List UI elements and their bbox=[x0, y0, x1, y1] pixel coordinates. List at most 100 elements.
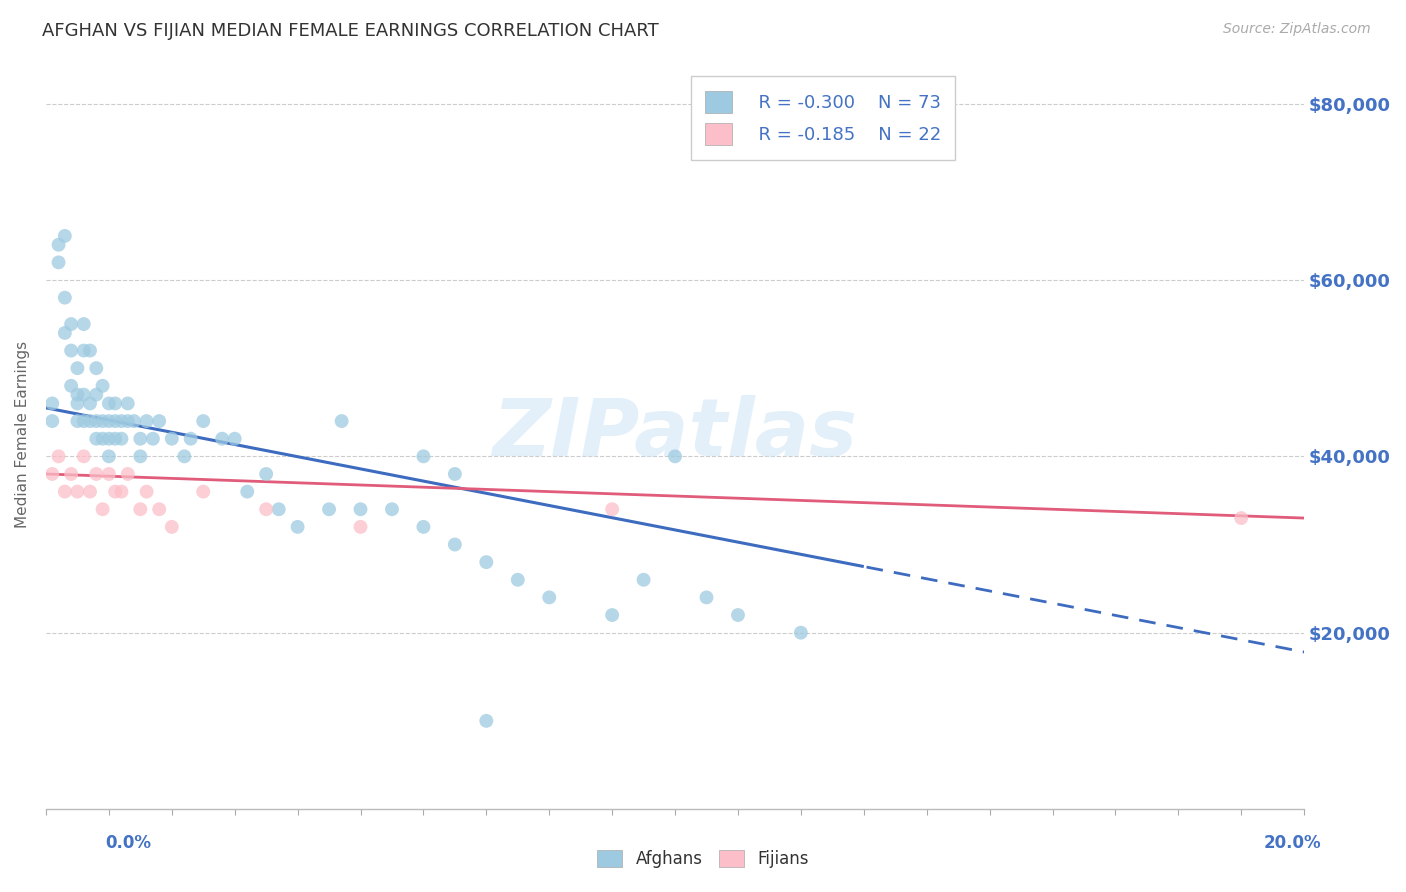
Point bbox=[727, 608, 749, 623]
Point bbox=[117, 396, 139, 410]
Point bbox=[193, 414, 215, 428]
Point bbox=[664, 450, 686, 464]
Point bbox=[97, 450, 120, 464]
Point bbox=[117, 414, 139, 428]
Point bbox=[91, 414, 114, 428]
Y-axis label: Median Female Earnings: Median Female Earnings bbox=[15, 341, 30, 528]
Point bbox=[135, 414, 157, 428]
Point bbox=[254, 502, 277, 516]
Point bbox=[142, 432, 165, 446]
Point bbox=[129, 450, 152, 464]
Point bbox=[73, 317, 96, 331]
Point bbox=[73, 414, 96, 428]
Text: ZIPatlas: ZIPatlas bbox=[492, 395, 858, 474]
Point bbox=[110, 414, 132, 428]
Point bbox=[84, 387, 107, 401]
Point bbox=[97, 432, 120, 446]
Point bbox=[160, 432, 183, 446]
Point bbox=[73, 387, 96, 401]
Point bbox=[104, 396, 127, 410]
Point bbox=[73, 450, 96, 464]
Point bbox=[48, 237, 70, 252]
Point bbox=[148, 414, 170, 428]
Point bbox=[104, 432, 127, 446]
Point bbox=[600, 502, 623, 516]
Point bbox=[84, 414, 107, 428]
Point bbox=[129, 432, 152, 446]
Point bbox=[695, 591, 717, 605]
Point bbox=[790, 625, 813, 640]
Point bbox=[53, 484, 76, 499]
Point bbox=[73, 343, 96, 358]
Point bbox=[60, 379, 83, 393]
Point bbox=[41, 396, 63, 410]
Point bbox=[110, 432, 132, 446]
Point bbox=[538, 591, 561, 605]
Point bbox=[1230, 511, 1253, 525]
Point bbox=[444, 537, 467, 551]
Point bbox=[475, 555, 498, 569]
Point bbox=[79, 343, 101, 358]
Point bbox=[41, 467, 63, 481]
Point bbox=[91, 502, 114, 516]
Point bbox=[53, 291, 76, 305]
Point bbox=[91, 379, 114, 393]
Point bbox=[412, 450, 434, 464]
Point bbox=[381, 502, 404, 516]
Point bbox=[267, 502, 290, 516]
Point bbox=[110, 484, 132, 499]
Point bbox=[122, 414, 145, 428]
Point bbox=[117, 467, 139, 481]
Point bbox=[79, 396, 101, 410]
Point bbox=[60, 317, 83, 331]
Point bbox=[48, 255, 70, 269]
Point bbox=[91, 432, 114, 446]
Text: Source: ZipAtlas.com: Source: ZipAtlas.com bbox=[1223, 22, 1371, 37]
Point bbox=[104, 414, 127, 428]
Point bbox=[135, 484, 157, 499]
Point bbox=[97, 467, 120, 481]
Point bbox=[60, 467, 83, 481]
Legend:   R = -0.300    N = 73,   R = -0.185    N = 22: R = -0.300 N = 73, R = -0.185 N = 22 bbox=[690, 76, 956, 160]
Point bbox=[600, 608, 623, 623]
Point bbox=[66, 484, 89, 499]
Text: 20.0%: 20.0% bbox=[1264, 834, 1322, 852]
Point bbox=[287, 520, 309, 534]
Point bbox=[97, 414, 120, 428]
Text: 0.0%: 0.0% bbox=[105, 834, 152, 852]
Point bbox=[193, 484, 215, 499]
Text: AFGHAN VS FIJIAN MEDIAN FEMALE EARNINGS CORRELATION CHART: AFGHAN VS FIJIAN MEDIAN FEMALE EARNINGS … bbox=[42, 22, 659, 40]
Legend: Afghans, Fijians: Afghans, Fijians bbox=[591, 843, 815, 875]
Point bbox=[349, 502, 371, 516]
Point bbox=[412, 520, 434, 534]
Point bbox=[129, 502, 152, 516]
Point bbox=[173, 450, 195, 464]
Point bbox=[330, 414, 353, 428]
Point bbox=[79, 414, 101, 428]
Point bbox=[53, 326, 76, 340]
Point bbox=[104, 484, 127, 499]
Point bbox=[180, 432, 202, 446]
Point bbox=[444, 467, 467, 481]
Point bbox=[254, 467, 277, 481]
Point bbox=[506, 573, 529, 587]
Point bbox=[160, 520, 183, 534]
Point bbox=[53, 228, 76, 243]
Point bbox=[48, 450, 70, 464]
Point bbox=[349, 520, 371, 534]
Point bbox=[60, 343, 83, 358]
Point bbox=[84, 467, 107, 481]
Point bbox=[66, 361, 89, 376]
Point bbox=[318, 502, 340, 516]
Point bbox=[224, 432, 246, 446]
Point bbox=[148, 502, 170, 516]
Point bbox=[475, 714, 498, 728]
Point bbox=[97, 396, 120, 410]
Point bbox=[66, 396, 89, 410]
Point bbox=[66, 414, 89, 428]
Point bbox=[79, 484, 101, 499]
Point bbox=[633, 573, 655, 587]
Point bbox=[66, 387, 89, 401]
Point bbox=[41, 414, 63, 428]
Point bbox=[211, 432, 233, 446]
